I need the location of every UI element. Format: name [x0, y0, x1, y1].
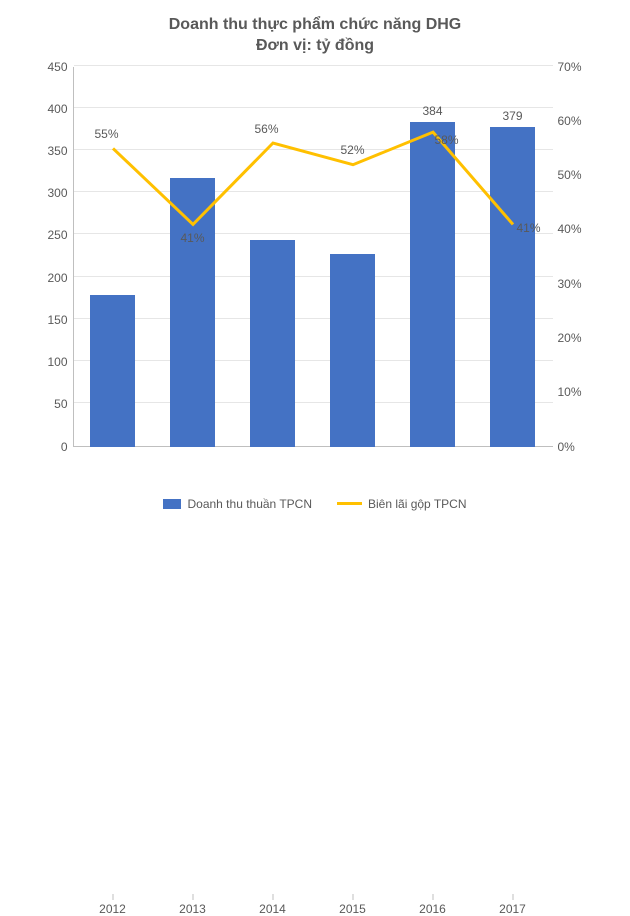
y-right-tick: 0% — [558, 440, 575, 454]
y-left-tick: 300 — [47, 186, 67, 200]
line-value-label: 41% — [516, 221, 540, 235]
x-tick: 2012 — [73, 894, 153, 916]
line-value-label: 56% — [254, 122, 278, 136]
line-value-label: 55% — [94, 127, 118, 141]
gridline — [74, 65, 553, 66]
x-tick: 2015 — [313, 894, 393, 916]
y-right-tick: 20% — [558, 331, 582, 345]
bars-layer: 384 379 — [73, 67, 553, 447]
legend-label-line: Biên lãi gộp TPCN — [368, 497, 467, 511]
bar-slot — [73, 67, 153, 447]
y-right-tick: 10% — [558, 385, 582, 399]
y-left-tick: 150 — [47, 313, 67, 327]
bar — [90, 295, 135, 447]
y-left-tick: 450 — [47, 60, 67, 74]
x-tick-mark — [353, 894, 354, 900]
plot-area: 050100150200250300350400450 384379 0%10%… — [38, 67, 593, 447]
y-right-tick: 60% — [558, 114, 582, 128]
x-axis: 201220132014201520162017 — [38, 894, 593, 916]
title-line-2: Đơn vị: tỷ đồng — [20, 36, 610, 57]
y-right-tick: 50% — [558, 168, 582, 182]
legend-swatch-line — [337, 502, 362, 505]
bar — [250, 240, 295, 447]
legend-item-bars: Doanh thu thuần TPCN — [163, 497, 312, 511]
legend: Doanh thu thuần TPCN Biên lãi gộp TPCN — [20, 497, 610, 511]
bar-slot — [153, 67, 233, 447]
bar: 384 — [410, 122, 455, 446]
chart-container: Doanh thu thực phẩm chức năng DHG Đơn vị… — [0, 0, 630, 529]
y-left-tick: 350 — [47, 144, 67, 158]
y-right-tick: 30% — [558, 277, 582, 291]
x-tick: 2014 — [233, 894, 313, 916]
x-tick: 2016 — [393, 894, 473, 916]
bar — [170, 178, 215, 447]
y-left-tick: 100 — [47, 355, 67, 369]
y-left-tick: 200 — [47, 271, 67, 285]
bar: 379 — [490, 127, 535, 447]
y-left-tick: 400 — [47, 102, 67, 116]
x-tick-mark — [513, 894, 514, 900]
bar-slot: 379 — [473, 67, 553, 447]
x-tick-mark — [113, 894, 114, 900]
y-left-tick: 250 — [47, 228, 67, 242]
line-value-label: 41% — [180, 231, 204, 245]
x-tick: 2017 — [473, 894, 553, 916]
y-axis-right: 0%10%20%30%40%50%60%70% — [553, 67, 593, 447]
x-tick-mark — [433, 894, 434, 900]
bar-slot: 384 — [393, 67, 473, 447]
y-right-tick: 70% — [558, 60, 582, 74]
x-tick-mark — [273, 894, 274, 900]
x-tick-mark — [193, 894, 194, 900]
bar-value-label: 384 — [422, 104, 442, 118]
y-left-tick: 0 — [61, 440, 68, 454]
legend-swatch-bar — [163, 499, 181, 509]
y-right-tick: 40% — [558, 222, 582, 236]
legend-label-bars: Doanh thu thuần TPCN — [187, 497, 312, 511]
bar-value-label: 379 — [502, 109, 522, 123]
bar — [330, 254, 375, 447]
title-line-1: Doanh thu thực phẩm chức năng DHG — [20, 15, 610, 36]
y-axis-left: 050100150200250300350400450 — [38, 67, 73, 447]
legend-item-line: Biên lãi gộp TPCN — [337, 497, 467, 511]
line-value-label: 52% — [340, 143, 364, 157]
y-left-tick: 50 — [54, 397, 67, 411]
bar-slot — [313, 67, 393, 447]
chart-title: Doanh thu thực phẩm chức năng DHG Đơn vị… — [20, 15, 610, 57]
line-value-label: 58% — [434, 133, 458, 147]
x-tick: 2013 — [153, 894, 233, 916]
